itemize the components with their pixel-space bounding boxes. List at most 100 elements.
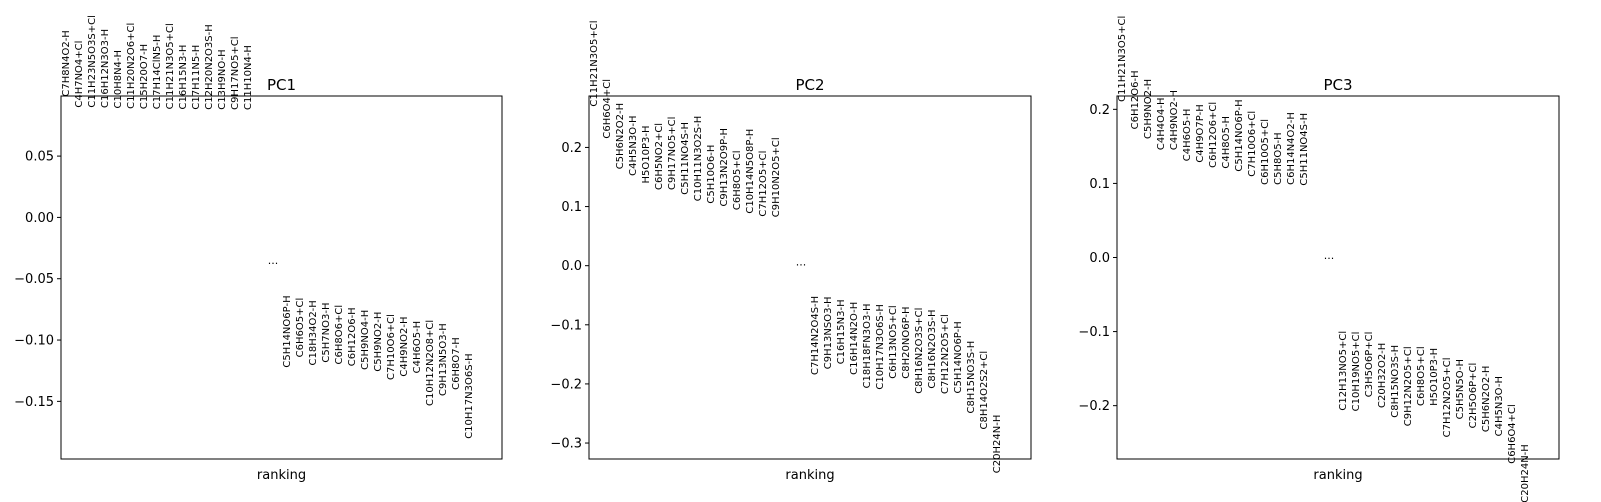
gene-label: C4H6O5-H bbox=[1182, 109, 1193, 162]
gene-label: C12H13NO5+Cl bbox=[1338, 331, 1349, 411]
y-tick-label: −0.2 bbox=[1078, 399, 1110, 414]
gene-label: C6H5NO2+Cl bbox=[654, 123, 665, 190]
gene-label: C5H5N5O-H bbox=[1455, 359, 1466, 419]
y-tick-label: 0.05 bbox=[25, 150, 54, 165]
gene-label: C5H10O6-H bbox=[706, 145, 717, 204]
x-axis-label: ranking bbox=[257, 468, 306, 483]
gene-label: C10H8N4-H bbox=[113, 50, 124, 109]
gene-label: C11H23N5O3S+Cl bbox=[87, 15, 98, 108]
gene-label: C5H6N2O2-H bbox=[615, 103, 626, 169]
y-tick-label: −0.1 bbox=[1078, 325, 1110, 340]
y-tick-label: 0.1 bbox=[561, 200, 582, 215]
gene-label: C3H5O6P+Cl bbox=[1364, 332, 1375, 398]
ellipsis-label: ... bbox=[1324, 249, 1335, 262]
axes-frame bbox=[1116, 95, 1560, 460]
gene-label: C17H11N5-H bbox=[191, 45, 202, 110]
gene-label: C11H10N4-H bbox=[243, 45, 254, 110]
ellipsis-label: ... bbox=[796, 256, 807, 269]
gene-label: C8H20NO6P-H bbox=[901, 306, 912, 378]
y-tick-label: −0.1 bbox=[550, 318, 582, 333]
gene-label: C10H14N5O8P-H bbox=[745, 129, 756, 214]
gene-label: C20H24N-H bbox=[1520, 444, 1531, 502]
gene-label: C8H16N2O3S-H bbox=[927, 309, 938, 388]
gene-label: C9H17NO5+Cl bbox=[667, 117, 678, 190]
gene-label: C8H15NO3S-H bbox=[1390, 345, 1401, 418]
gene-label: C7H10O6+Cl bbox=[1247, 111, 1258, 177]
gene-label: C7H14N2O4S-H bbox=[810, 296, 821, 375]
gene-label: C4H9NO2-H bbox=[399, 316, 410, 376]
gene-label: C6H8O5+Cl bbox=[1416, 346, 1427, 406]
gene-label: C6H12O6-H bbox=[347, 307, 358, 366]
gene-label: C10H19NO5+Cl bbox=[1351, 332, 1362, 412]
y-tick-label: −0.2 bbox=[550, 377, 582, 392]
gene-label: C9H13NSO3-H bbox=[823, 296, 834, 369]
gene-label: C6H12O6+Cl bbox=[1208, 102, 1219, 168]
gene-label: C6H10O5+Cl bbox=[1260, 119, 1271, 185]
x-axis-label: ranking bbox=[1313, 468, 1362, 483]
gene-label: C20H24N-H bbox=[992, 415, 1003, 474]
gene-label: C11H21N3O5+Cl bbox=[165, 23, 176, 109]
gene-label: C20H32O2-H bbox=[1377, 343, 1388, 408]
chart-title: PC3 bbox=[1323, 76, 1352, 94]
gene-label: C5H9NO2-H bbox=[373, 312, 384, 372]
gene-label: C6H6O4+Cl bbox=[602, 79, 613, 139]
gene-label: C6H8O5+Cl bbox=[732, 150, 743, 210]
gene-label: C16H15N3-H bbox=[178, 45, 189, 110]
gene-label: C7H12O5+Cl bbox=[758, 151, 769, 217]
y-tick-label: 0.0 bbox=[1089, 251, 1110, 266]
gene-label: C9H13N2O9P-H bbox=[719, 128, 730, 207]
gene-label: C11H21N3O5+Cl bbox=[1117, 16, 1128, 102]
gene-label: C11H21N3O5+Cl bbox=[589, 20, 600, 106]
gene-label: C12H20N2O3S-H bbox=[204, 24, 215, 110]
y-tick-label: −0.15 bbox=[14, 395, 54, 410]
gene-label: C5H11NO4S-H bbox=[1299, 113, 1310, 186]
gene-label: C15H20O7-H bbox=[139, 44, 150, 109]
gene-label: C9H17NO5+Cl bbox=[230, 36, 241, 109]
gene-label: C6H8O7-H bbox=[451, 337, 462, 390]
gene-label: H5O10P3-H bbox=[641, 125, 652, 183]
gene-label: C4H8O5-H bbox=[1221, 116, 1232, 169]
y-tick-label: 0.1 bbox=[1089, 177, 1110, 192]
gene-label: C16H14N2O-H bbox=[849, 302, 860, 375]
y-tick-label: 0.2 bbox=[1089, 103, 1110, 118]
gene-label: C13H9NO-H bbox=[217, 49, 228, 109]
gene-label: C6H12O6-H bbox=[1130, 70, 1141, 129]
gene-label: C16H12N3O3-H bbox=[100, 29, 111, 108]
gene-label: C4H5N3O-H bbox=[1494, 376, 1505, 436]
axes-frame bbox=[60, 95, 503, 460]
y-tick-label: 0.2 bbox=[561, 141, 582, 156]
gene-label: C5H11NO4S-H bbox=[680, 122, 691, 195]
gene-label: C4H5N3O-H bbox=[628, 115, 639, 175]
gene-label: C6H8O6+Cl bbox=[334, 305, 345, 365]
gene-label: C5H7NO3-H bbox=[321, 303, 332, 363]
gene-label: C4H4O4-H bbox=[1156, 97, 1167, 150]
gene-label: C10H17N3O6S-H bbox=[464, 353, 475, 439]
gene-label: C10H12N2O8+Cl bbox=[425, 320, 436, 406]
y-tick-label: 0.00 bbox=[25, 211, 54, 226]
gene-label: C10H17N3O6S-H bbox=[875, 304, 886, 390]
y-tick-label: −0.3 bbox=[550, 437, 582, 452]
gene-label: C6H6O5+Cl bbox=[295, 298, 306, 358]
gene-label: C10H11N3O2S-H bbox=[693, 116, 704, 202]
gene-label: C6H14N4O2-H bbox=[1286, 112, 1297, 185]
gene-label: C18H34O2-H bbox=[308, 300, 319, 365]
gene-label: C9H12N2O5+Cl bbox=[1403, 346, 1414, 426]
gene-label: C5H9NO4-H bbox=[360, 310, 371, 370]
axes-frame bbox=[588, 95, 1032, 460]
gene-label: C2H5O6P+Cl bbox=[1468, 363, 1479, 429]
gene-label: C9H10N2O5+Cl bbox=[771, 137, 782, 217]
gene-label: C4H9NO2-H bbox=[1169, 90, 1180, 150]
gene-label: C4H9O7P-H bbox=[1195, 104, 1206, 162]
gene-label: C5H14NO6P-H bbox=[282, 295, 293, 367]
chart-title: PC2 bbox=[795, 76, 824, 94]
y-tick-label: −0.10 bbox=[14, 334, 54, 349]
gene-label: C16H15N3-H bbox=[836, 299, 847, 364]
x-axis-label: ranking bbox=[785, 468, 834, 483]
y-tick-label: 0.0 bbox=[561, 259, 582, 274]
gene-label: C8H15NO3S-H bbox=[966, 341, 977, 414]
y-tick-label: −0.05 bbox=[14, 272, 54, 287]
gene-label: C7H12N2O5+Cl bbox=[1442, 358, 1453, 438]
gene-label: C5H9NO2-H bbox=[1143, 79, 1154, 139]
gene-label: C7H10O6+Cl bbox=[386, 314, 397, 380]
